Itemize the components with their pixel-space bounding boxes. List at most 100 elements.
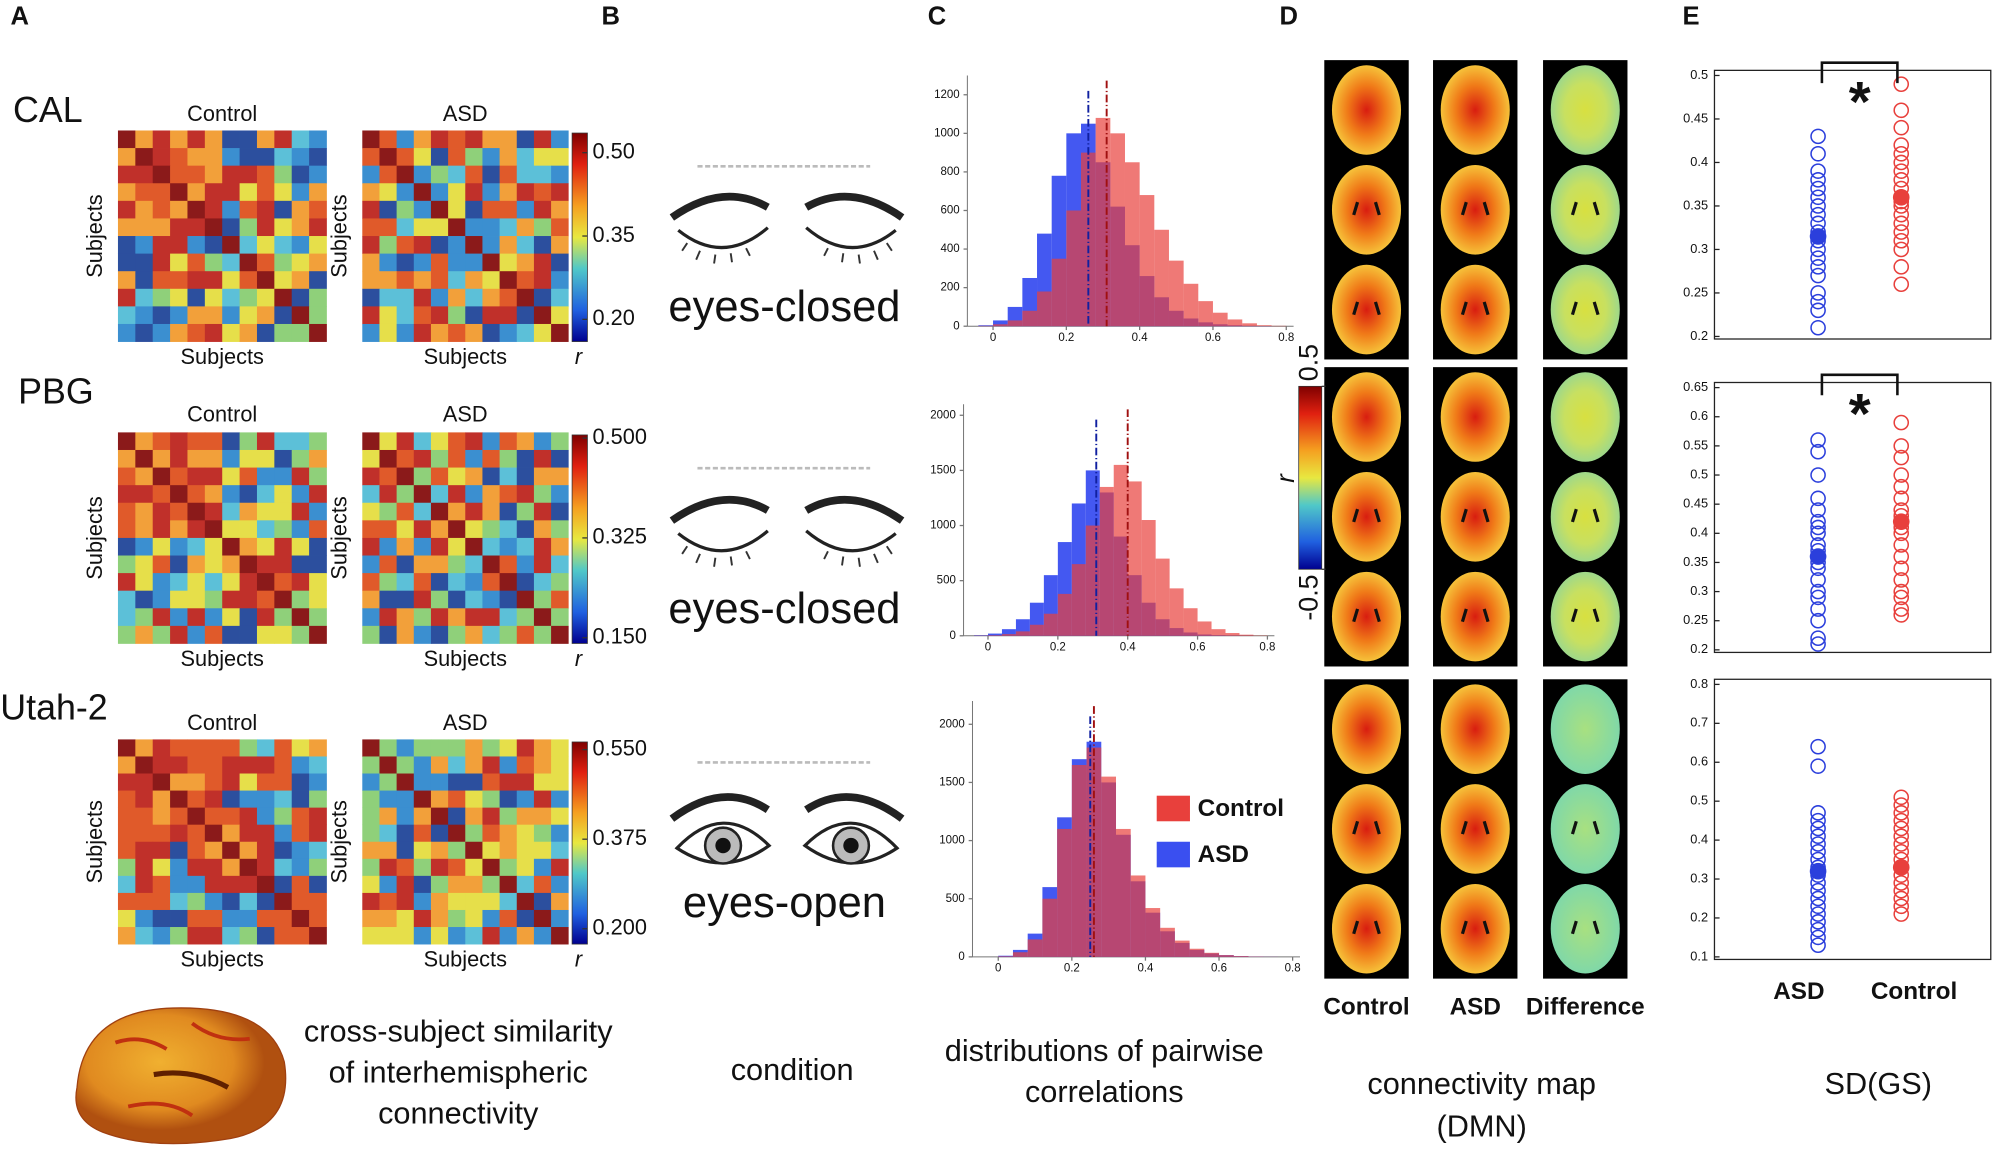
heatmap-cell xyxy=(551,537,569,556)
heatmap-cell xyxy=(187,236,206,254)
heatmap-cell xyxy=(309,841,327,860)
brain-feature xyxy=(1570,201,1600,216)
brain-feature xyxy=(1352,301,1381,316)
histogram-bar xyxy=(1124,162,1140,327)
heatmap-cell xyxy=(465,467,483,486)
heatmap-cell xyxy=(465,432,483,451)
histogram-bar xyxy=(1233,956,1249,957)
histogram-bar xyxy=(1141,520,1156,636)
heatmap-cell xyxy=(362,485,380,504)
heatmap-cell xyxy=(465,218,483,237)
heatmap-cell xyxy=(362,807,380,826)
heatmap-cell xyxy=(499,790,518,809)
heatmap-cell xyxy=(239,739,258,757)
heatmap-cell xyxy=(204,625,223,644)
data-point xyxy=(1893,607,1910,623)
data-point xyxy=(1810,583,1826,600)
heatmap-cell xyxy=(379,449,398,468)
heatmap-cell xyxy=(135,288,154,307)
heatmap-title: ASD xyxy=(443,710,488,735)
data-point xyxy=(1893,154,1910,171)
histogram-bar xyxy=(1211,629,1226,636)
heatmap-cell xyxy=(413,323,432,342)
brain-slice xyxy=(1331,684,1402,774)
heatmap-cell xyxy=(256,590,275,609)
data-point xyxy=(1810,432,1826,448)
data-point xyxy=(1893,163,1910,179)
heatmap-cell xyxy=(516,892,535,911)
heatmap-cell xyxy=(239,253,258,272)
brain-surface xyxy=(75,1007,287,1145)
colorbar-tick-label: 0.20 xyxy=(593,305,635,330)
heatmap-cell xyxy=(499,927,518,945)
heatmap-cell xyxy=(222,306,240,325)
heatmap-cell xyxy=(482,467,500,486)
heatmap-cell xyxy=(239,927,258,945)
heatmap-cell xyxy=(291,218,310,237)
heatmap-cell xyxy=(204,807,223,826)
heatmap-cell xyxy=(222,218,240,237)
heatmap-cell xyxy=(516,773,535,791)
heatmap-cell xyxy=(274,739,293,757)
heatmap-cell xyxy=(482,130,500,149)
heatmap-cell xyxy=(516,148,535,167)
heatmap-cell xyxy=(533,165,552,184)
heatmap-cell xyxy=(516,165,535,184)
heatmap-cell xyxy=(274,909,293,928)
heatmap-cell xyxy=(187,306,206,325)
heatmap-cell xyxy=(152,165,171,184)
heatmap-cell xyxy=(274,253,293,272)
data-point xyxy=(1893,102,1910,119)
heatmap-cell xyxy=(117,449,136,468)
brain-slice xyxy=(1331,264,1402,355)
heatmap-cell xyxy=(204,432,223,451)
heatmap-cell xyxy=(222,875,240,894)
heatmap-cell xyxy=(448,555,466,574)
brain-slice xyxy=(1550,784,1620,874)
heatmap-cell xyxy=(152,271,171,290)
heatmap-cell xyxy=(362,218,380,237)
heatmap-cell xyxy=(187,271,206,290)
heatmap-cell xyxy=(204,148,223,167)
heatmap-cell xyxy=(274,130,293,149)
heatmap-cell xyxy=(396,790,415,809)
heatmap-cell xyxy=(430,824,449,843)
heatmap-cell xyxy=(309,773,327,791)
heatmap-cell xyxy=(448,236,466,254)
heatmap-cell xyxy=(362,432,380,451)
heatmap-cell xyxy=(291,288,310,307)
heatmap-cell xyxy=(379,183,398,202)
data-point xyxy=(1810,145,1826,162)
histogram-bar xyxy=(1001,629,1016,636)
heatmap-cell xyxy=(222,449,240,468)
heatmap-cell xyxy=(551,148,569,167)
data-point xyxy=(1893,172,1910,188)
heatmap-cell xyxy=(239,841,258,860)
heatmap-cell xyxy=(291,927,310,945)
brain-feature xyxy=(1460,920,1490,935)
heatmap-cell xyxy=(291,773,310,791)
heatmap-cell xyxy=(239,756,258,774)
heatmap-cell xyxy=(516,790,535,809)
heatmap-cell xyxy=(170,165,188,184)
heatmap-cell xyxy=(239,236,258,254)
heatmap-cell xyxy=(499,502,518,521)
heatmap-cell xyxy=(516,271,535,290)
heatmap-cell xyxy=(239,909,258,928)
colorbar-tick-label: 0.35 xyxy=(593,222,635,247)
data-point xyxy=(1810,285,1826,301)
heatmap-cell xyxy=(152,183,171,202)
heatmap-cell xyxy=(222,148,240,167)
data-point xyxy=(1893,875,1910,891)
row-label: PBG xyxy=(18,371,94,411)
heatmap-cell xyxy=(274,236,293,254)
heatmap-cell xyxy=(152,841,171,860)
heatmap-cell xyxy=(413,271,432,290)
brain-slice xyxy=(1331,472,1402,562)
colorbar-tick-label: 0.150 xyxy=(593,624,647,649)
histogram-bar xyxy=(987,633,1002,636)
heatmap-cell xyxy=(482,253,500,272)
heatmap-cell xyxy=(413,148,432,167)
plot-frame xyxy=(1713,678,1992,961)
heatmap-cell xyxy=(309,485,327,504)
